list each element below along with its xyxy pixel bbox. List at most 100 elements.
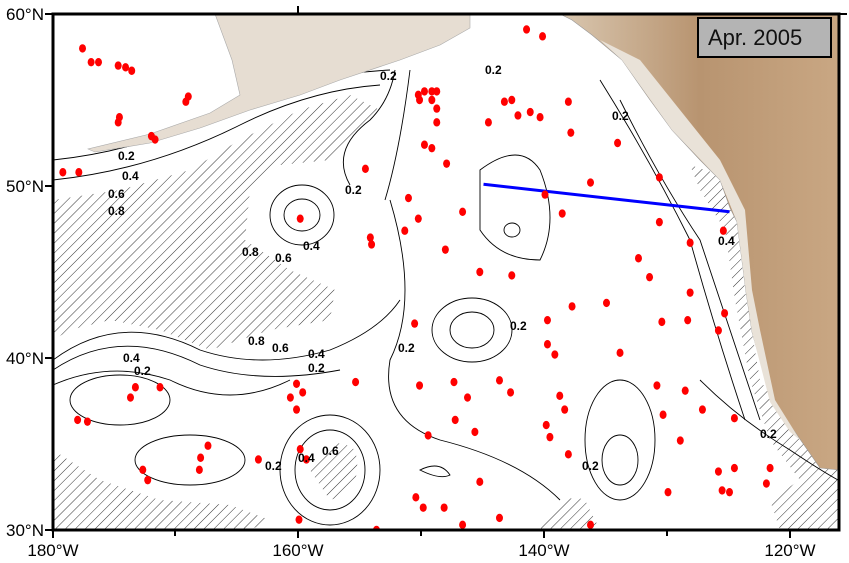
float-marker [352,377,360,387]
float-marker [587,520,595,530]
float-marker [414,214,422,223]
float-marker [730,463,738,473]
float-marker [293,405,301,414]
float-marker [182,97,190,106]
float-marker [471,427,479,437]
float-marker [420,87,428,96]
float-marker [484,118,492,127]
float-marker [299,388,307,397]
float-marker [664,487,672,497]
contour-label: 0.4 [123,351,140,365]
float-marker [368,240,376,249]
contour-label: 0.2 [612,109,629,123]
float-marker [139,465,147,474]
float-marker [659,410,667,419]
float-marker [500,97,508,106]
float-marker [459,520,467,530]
float-marker [59,168,67,177]
float-marker [766,463,774,473]
float-marker [526,107,534,117]
lon-label: 180°W [27,541,78,560]
float-marker [655,217,663,227]
ticks [45,6,847,538]
float-marker [366,233,374,242]
contour-label: 0.2 [308,361,325,375]
float-marker [419,503,427,512]
float-marker [433,87,441,96]
float-marker [616,348,624,358]
contour-label: 0.8 [248,334,265,348]
lon-label: 160°W [272,541,323,560]
contour-label: 0.2 [265,459,282,473]
float-marker [416,95,424,105]
float-marker [495,513,503,523]
float-marker [614,138,622,148]
float-marker [114,118,122,127]
float-marker [83,417,91,426]
float-marker [564,97,572,106]
float-marker [122,63,130,72]
float-marker [433,118,441,127]
float-marker [95,57,103,67]
contour-label: 0.2 [380,69,397,83]
float-marker [401,226,409,235]
float-marker [126,393,134,402]
float-marker [459,207,467,216]
float-marker [411,319,419,328]
float-marker [204,441,212,450]
float-marker [567,128,575,137]
float-marker [296,214,304,223]
float-marker [523,25,531,34]
float-marker [561,405,569,414]
float-marker [714,326,722,335]
lon-label: 140°W [518,541,569,560]
float-marker [514,111,522,120]
float-marker [542,420,550,430]
float-marker [508,95,516,105]
float-marker [420,140,428,149]
float-marker [546,432,554,442]
float-marker [564,450,572,459]
float-marker [634,254,642,263]
float-marker [556,391,564,401]
float-marker [539,32,547,41]
contour-label: 0.4 [122,169,139,183]
contour-label: 0.4 [308,347,325,361]
float-marker [603,298,610,308]
float-marker [416,381,424,390]
float-marker [686,288,694,297]
contour-label: 0.2 [345,183,362,197]
float-marker [476,477,484,487]
float-marker [296,444,304,454]
contour-label: 0.6 [322,444,339,458]
float-marker [428,87,436,96]
float-marker [495,376,503,385]
float-marker [507,388,515,397]
lat-label: 40°N [6,349,44,368]
float-marker [726,487,733,497]
float-marker [293,379,301,388]
lat-label: 30°N [6,521,44,540]
float-marker [440,503,448,512]
float-marker [681,386,689,395]
float-marker [79,44,87,53]
float-marker [714,467,722,476]
contour-label: 0.8 [242,245,259,259]
float-marker [568,302,576,311]
float-marker [428,95,436,105]
lat-label: 60°N [6,5,44,24]
contour-label: 0.2 [760,427,777,441]
hatched-region-coast [690,165,838,530]
section-line [483,182,730,214]
map-frame [51,12,841,532]
contour-label: 0.6 [108,187,125,201]
float-marker [197,453,205,462]
float-marker [508,271,516,280]
contour-label: 0.2 [485,63,502,77]
float-marker [543,315,551,325]
hatched-region-south [310,443,358,500]
float-marker [686,238,694,247]
contour-label: 0.6 [272,341,289,355]
contour-label: 0.2 [510,319,527,333]
